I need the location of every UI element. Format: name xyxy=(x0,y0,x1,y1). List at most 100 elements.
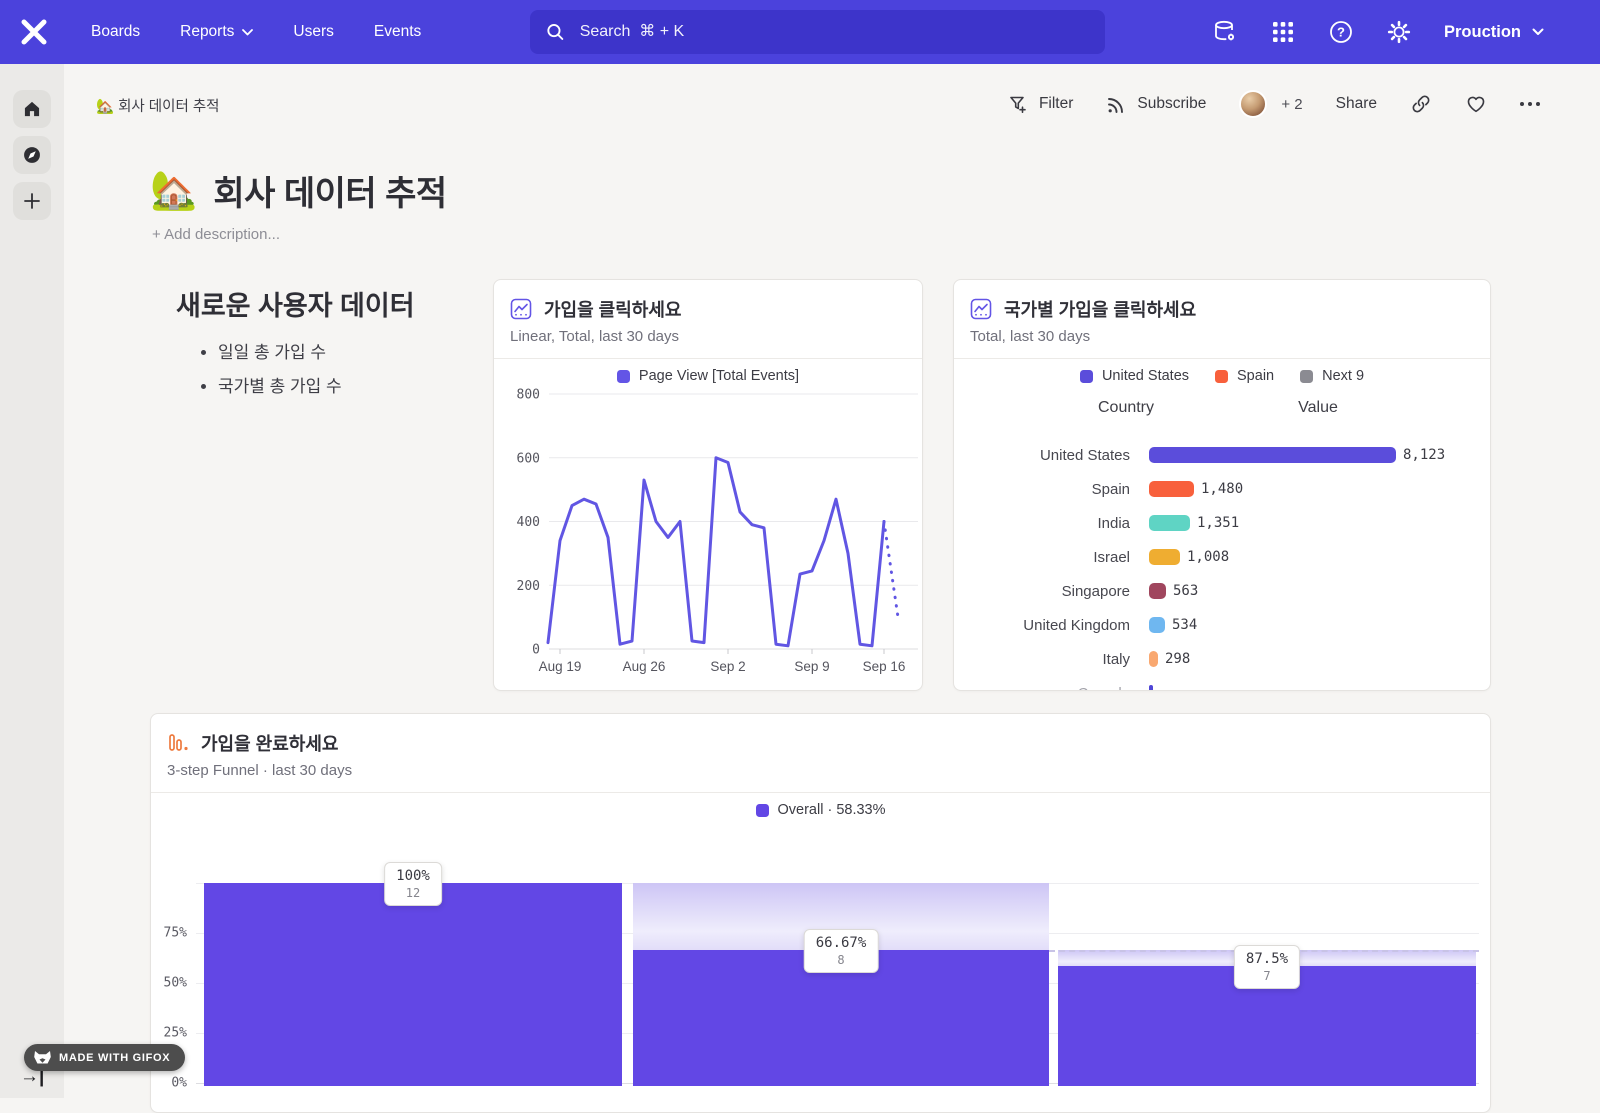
bar-segment[interactable] xyxy=(1149,447,1396,463)
bar-row-canada: Canada xyxy=(954,676,1490,690)
line-chart-icon xyxy=(510,298,532,320)
bar-chart-card: 국가별 가입을 클릭하세요 Total, last 30 days United… xyxy=(953,279,1491,691)
svg-text:Sep 16: Sep 16 xyxy=(863,659,906,674)
bar-segment[interactable] xyxy=(1149,515,1190,531)
legend-label: United States xyxy=(1101,368,1190,384)
filter-label: Filter xyxy=(1038,95,1074,112)
funnel-y-tick-label: 0% xyxy=(171,1075,187,1091)
nav-item-reports[interactable]: Reports xyxy=(180,23,254,41)
collaborators-extra-count: + 2 xyxy=(1281,95,1303,113)
fox-icon xyxy=(34,1051,51,1064)
svg-text:200: 200 xyxy=(517,579,540,594)
bar-row-label: United States xyxy=(1039,446,1130,464)
project-selector[interactable]: Prouction xyxy=(1444,23,1544,42)
bar-row-india: India 1,351 xyxy=(954,506,1490,540)
legend-item-page-view[interactable]: Page View [Total Events] xyxy=(616,368,799,384)
bar-row-value: 298 xyxy=(1165,651,1191,667)
plus-icon xyxy=(24,193,40,209)
help-icon[interactable]: ? xyxy=(1328,19,1354,45)
line-chart-legend: Page View [Total Events] xyxy=(494,368,922,384)
svg-text:600: 600 xyxy=(517,451,540,466)
funnel-y-tick-label: 75% xyxy=(163,925,187,941)
bar-row-label: Italy xyxy=(1102,650,1130,668)
top-navbar: Boards Reports Users Events ? xyxy=(0,0,1600,64)
board-title[interactable]: 🏡 회사 데이터 추적 xyxy=(150,166,447,215)
filter-funnel-icon xyxy=(1010,96,1026,113)
bar-segment[interactable] xyxy=(1149,685,1153,690)
subscribe-button[interactable]: Subscribe xyxy=(1106,94,1206,115)
filter-button[interactable]: Filter xyxy=(1008,94,1073,115)
nav-item-boards[interactable]: Boards xyxy=(91,23,141,40)
legend-swatch xyxy=(1215,369,1229,383)
legend-item-spain[interactable]: Spain xyxy=(1215,368,1274,384)
funnel-step-count: 12 xyxy=(405,886,421,900)
add-description-button[interactable]: + Add description... xyxy=(152,226,280,243)
home-icon xyxy=(24,101,40,117)
data-management-icon[interactable] xyxy=(1212,19,1238,45)
nav-item-events[interactable]: Events xyxy=(373,23,422,40)
line-card-header[interactable]: 가입을 클릭하세요 xyxy=(510,296,681,322)
bar-segment[interactable] xyxy=(1149,549,1180,565)
settings-gear-icon[interactable] xyxy=(1386,19,1412,45)
bar-row-italy: Italy 298 xyxy=(954,642,1490,676)
svg-text:Aug 26: Aug 26 xyxy=(623,659,666,674)
sidebar-home-button[interactable] xyxy=(13,90,51,128)
bar-chart-rows: United States 8,123 Spain 1,480 India 1,351 Is… xyxy=(954,438,1490,690)
text-block-list: 일일 총 가입 수국가별 총 가입 수 xyxy=(200,338,342,406)
bar-card-title: 국가별 가입을 클릭하세요 xyxy=(1004,300,1197,320)
legend-item-next-9[interactable]: Next 9 xyxy=(1300,368,1364,384)
favorite-heart-icon[interactable] xyxy=(1465,93,1487,115)
bar-row-value: 1,480 xyxy=(1201,481,1244,497)
sidebar-collapse-icon[interactable]: →| xyxy=(20,1066,45,1087)
divider xyxy=(494,358,922,359)
bar-segment[interactable] xyxy=(1149,481,1194,497)
breadcrumb[interactable]: 🏡 회사 데이터 추적 xyxy=(96,95,220,116)
breadcrumb-label: 🏡 회사 데이터 추적 xyxy=(96,99,220,115)
mixpanel-logo-icon[interactable] xyxy=(18,16,50,48)
rss-icon xyxy=(1108,97,1124,113)
bar-row-label: Israel xyxy=(1093,548,1130,566)
legend-item-united-states[interactable]: United States xyxy=(1079,368,1190,384)
compass-icon xyxy=(24,147,40,163)
line-card-subtitle: Linear, Total, last 30 days xyxy=(510,328,679,345)
bar-row-value: 534 xyxy=(1172,617,1198,633)
share-button[interactable]: Share xyxy=(1336,95,1377,113)
funnel-chart-icon xyxy=(169,734,188,751)
bar-row-singapore: Singapore 563 xyxy=(954,574,1490,608)
search-bar[interactable] xyxy=(530,10,1105,54)
avatar[interactable] xyxy=(1239,90,1268,118)
funnel-legend: Overall · 58.33% xyxy=(151,802,1490,818)
copy-link-icon[interactable] xyxy=(1410,93,1432,115)
funnel-card-header[interactable]: 가입을 완료하세요 xyxy=(167,730,338,756)
bar-segment[interactable] xyxy=(1149,651,1158,667)
text-bullet: 국가별 총 가입 수 xyxy=(218,372,342,397)
apps-grid-icon[interactable] xyxy=(1270,19,1296,45)
legend-label: Spain xyxy=(1237,368,1275,384)
collaborators[interactable]: + 2 xyxy=(1239,90,1303,118)
bar-segment[interactable] xyxy=(1149,583,1166,599)
text-bullet: 일일 총 가입 수 xyxy=(218,338,342,363)
legend-item-overall[interactable]: Overall · 58.33% xyxy=(755,802,886,818)
left-sidebar: →| xyxy=(0,64,64,1098)
search-input[interactable] xyxy=(577,22,1089,42)
bar-row-label: India xyxy=(1097,514,1130,532)
bar-row-value: 8,123 xyxy=(1403,447,1446,463)
funnel-card-title: 가입을 완료하세요 xyxy=(201,734,339,754)
funnel-bar-step-1[interactable] xyxy=(204,883,622,1086)
gifox-badge: MADE WITH GIFOX xyxy=(24,1044,186,1071)
funnel-plot: 0% 25% 50% 75% 100% 12 66.67% 8 87.5% 7 xyxy=(151,714,1490,1112)
funnel-step-conversion: 87.5% xyxy=(1245,951,1289,968)
funnel-step-label: 87.5% 7 xyxy=(1233,945,1301,990)
bar-segment[interactable] xyxy=(1149,617,1165,633)
bar-row-united-states: United States 8,123 xyxy=(954,438,1490,472)
bar-card-header[interactable]: 국가별 가입을 클릭하세요 xyxy=(970,296,1196,322)
svg-text:?: ? xyxy=(1337,25,1345,40)
sidebar-add-button[interactable] xyxy=(13,182,51,220)
funnel-step-conversion: 66.67% xyxy=(815,934,867,951)
bar-row-value: 1,351 xyxy=(1197,515,1240,531)
sidebar-discover-button[interactable] xyxy=(13,136,51,174)
more-options-icon[interactable] xyxy=(1520,102,1540,106)
legend-swatch xyxy=(1300,369,1314,383)
nav-item-users[interactable]: Users xyxy=(293,23,334,40)
bar-row-value: 1,008 xyxy=(1187,549,1230,565)
